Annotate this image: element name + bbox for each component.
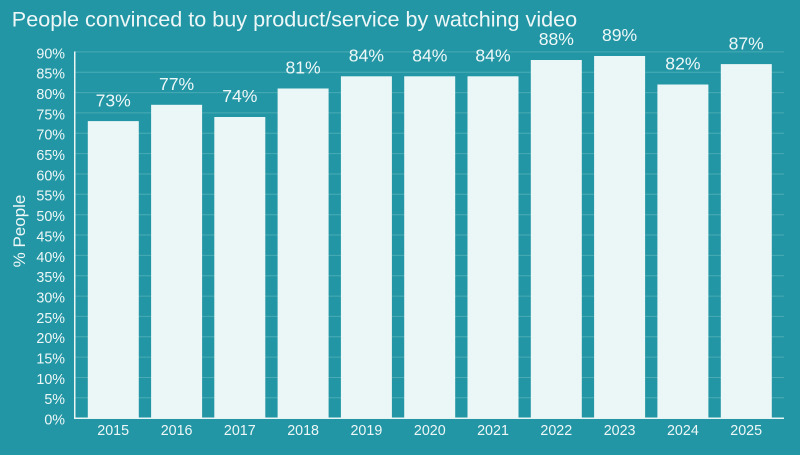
- svg-text:45%: 45%: [36, 229, 65, 245]
- svg-text:77%: 77%: [159, 74, 195, 94]
- svg-text:81%: 81%: [285, 58, 321, 78]
- svg-text:87%: 87%: [729, 33, 765, 53]
- svg-text:2021: 2021: [477, 423, 509, 439]
- svg-text:30%: 30%: [36, 291, 65, 307]
- svg-text:2022: 2022: [540, 423, 572, 439]
- svg-text:25%: 25%: [36, 311, 65, 327]
- svg-text:40%: 40%: [36, 250, 65, 266]
- svg-text:75%: 75%: [36, 107, 65, 123]
- svg-text:2018: 2018: [287, 423, 319, 439]
- svg-text:2024: 2024: [667, 423, 699, 439]
- svg-text:35%: 35%: [36, 270, 65, 286]
- svg-text:73%: 73%: [96, 90, 132, 110]
- svg-text:2020: 2020: [414, 423, 446, 439]
- svg-text:0%: 0%: [44, 413, 65, 429]
- svg-text:2023: 2023: [604, 423, 636, 439]
- svg-text:% People: % People: [10, 195, 29, 268]
- svg-text:88%: 88%: [539, 29, 575, 49]
- svg-text:65%: 65%: [36, 148, 65, 164]
- svg-text:5%: 5%: [44, 392, 65, 408]
- svg-text:2016: 2016: [161, 423, 193, 439]
- svg-text:2017: 2017: [224, 423, 256, 439]
- svg-text:People convinced to buy produc: People convinced to buy product/service …: [12, 6, 577, 31]
- svg-text:82%: 82%: [665, 54, 701, 74]
- svg-text:70%: 70%: [36, 128, 65, 144]
- svg-text:84%: 84%: [475, 46, 511, 66]
- svg-text:74%: 74%: [222, 86, 258, 106]
- svg-text:50%: 50%: [36, 209, 65, 225]
- svg-text:10%: 10%: [36, 372, 65, 388]
- svg-text:85%: 85%: [36, 67, 65, 83]
- svg-text:2015: 2015: [97, 423, 129, 439]
- svg-text:2019: 2019: [350, 423, 382, 439]
- svg-text:15%: 15%: [36, 352, 65, 368]
- svg-text:84%: 84%: [412, 46, 448, 66]
- svg-text:89%: 89%: [602, 25, 638, 45]
- svg-text:20%: 20%: [36, 331, 65, 347]
- svg-text:60%: 60%: [36, 168, 65, 184]
- svg-text:90%: 90%: [36, 46, 65, 62]
- svg-text:84%: 84%: [349, 46, 385, 66]
- svg-text:80%: 80%: [36, 87, 65, 103]
- svg-text:2025: 2025: [730, 423, 762, 439]
- svg-text:55%: 55%: [36, 189, 65, 205]
